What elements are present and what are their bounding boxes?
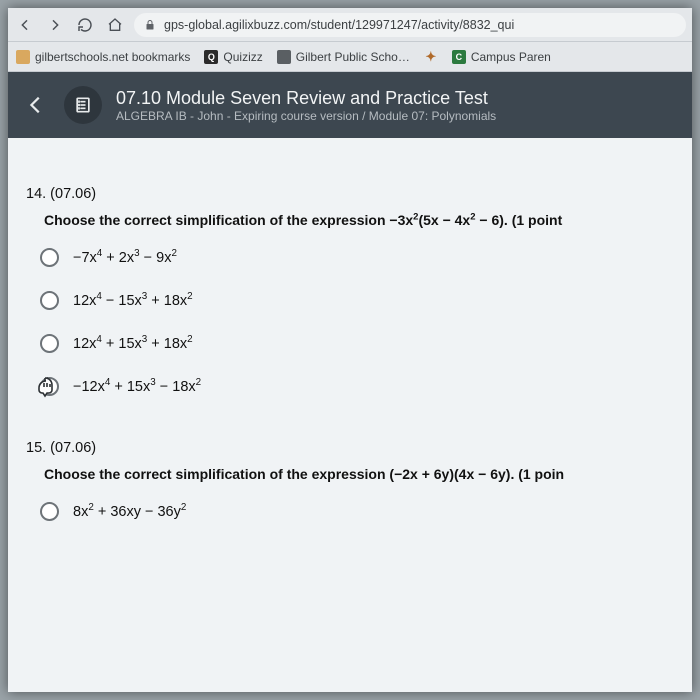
question-prompt: Choose the correct simplification of the… [44, 466, 674, 482]
bookmarks-bar: gilbertschools.net bookmarks Q Quizizz Gilb… [8, 42, 692, 72]
bookmark-item[interactable]: Gilbert Public Scho… [277, 50, 410, 64]
module-icon [64, 86, 102, 124]
favicon [16, 50, 30, 64]
answer-expression: 12x4 − 15x3 + 18x2 [73, 293, 193, 309]
lock-icon [144, 19, 156, 31]
nav-reload-button[interactable] [74, 14, 96, 36]
bookmark-item[interactable]: Q Quizizz [204, 50, 262, 64]
favicon: C [452, 50, 466, 64]
bookmark-label: Gilbert Public Scho… [296, 50, 410, 64]
answer-option[interactable]: −12x4 + 15x3 − 18x2 [40, 377, 674, 396]
nav-forward-button[interactable] [44, 14, 66, 36]
module-header: 07.10 Module Seven Review and Practice T… [8, 72, 692, 138]
browser-toolbar: gps-global.agilixbuzz.com/student/129971… [8, 8, 692, 42]
bookmark-item[interactable]: gilbertschools.net bookmarks [16, 50, 190, 64]
favicon: ✦ [424, 50, 438, 64]
nav-back-button[interactable] [14, 14, 36, 36]
answer-option[interactable]: 12x4 − 15x3 + 18x2 [40, 291, 674, 310]
question-number: 14. (07.06) [26, 186, 674, 202]
question-number: 15. (07.06) [26, 440, 674, 456]
url-text: gps-global.agilixbuzz.com/student/129971… [164, 18, 514, 32]
module-back-button[interactable] [22, 91, 50, 119]
radio-button[interactable] [40, 377, 59, 396]
browser-window: gps-global.agilixbuzz.com/student/129971… [8, 8, 692, 692]
favicon: Q [204, 50, 218, 64]
quiz-content: 14. (07.06) Choose the correct simplific… [8, 138, 692, 692]
bookmark-label: Campus Paren [471, 50, 551, 64]
question-15: 15. (07.06) Choose the correct simplific… [26, 440, 674, 521]
bookmark-label: Quizizz [223, 50, 262, 64]
question-expression: −3x2(5x − 4x2 − 6) [389, 212, 504, 228]
radio-button[interactable] [40, 248, 59, 267]
answer-expression: −7x4 + 2x3 − 9x2 [73, 250, 177, 266]
module-titles: 07.10 Module Seven Review and Practice T… [116, 88, 496, 123]
question-expression: (−2x + 6y)(4x − 6y) [389, 466, 510, 482]
radio-button[interactable] [40, 334, 59, 353]
radio-button[interactable] [40, 502, 59, 521]
answer-expression: −12x4 + 15x3 − 18x2 [73, 379, 201, 395]
module-title: 07.10 Module Seven Review and Practice T… [116, 88, 496, 109]
cursor-icon [36, 375, 60, 399]
answer-option[interactable]: −7x4 + 2x3 − 9x2 [40, 248, 674, 267]
bookmark-item[interactable]: C Campus Paren [452, 50, 551, 64]
question-14: 14. (07.06) Choose the correct simplific… [26, 186, 674, 396]
question-options: 8x2 + 36xy − 36y2 [40, 502, 674, 521]
answer-option[interactable]: 12x4 + 15x3 + 18x2 [40, 334, 674, 353]
question-options: −7x4 + 2x3 − 9x2 12x4 − 15x3 + 18x2 12x4 +… [40, 248, 674, 396]
favicon [277, 50, 291, 64]
bookmark-label: gilbertschools.net bookmarks [35, 50, 190, 64]
bookmark-item[interactable]: ✦ [424, 50, 438, 64]
nav-home-button[interactable] [104, 14, 126, 36]
url-bar[interactable]: gps-global.agilixbuzz.com/student/129971… [134, 13, 686, 37]
answer-option[interactable]: 8x2 + 36xy − 36y2 [40, 502, 674, 521]
answer-expression: 12x4 + 15x3 + 18x2 [73, 336, 193, 352]
module-subtitle: ALGEBRA IB - John - Expiring course vers… [116, 109, 496, 123]
answer-expression: 8x2 + 36xy − 36y2 [73, 504, 186, 520]
radio-button[interactable] [40, 291, 59, 310]
question-prompt: Choose the correct simplification of the… [44, 212, 674, 228]
